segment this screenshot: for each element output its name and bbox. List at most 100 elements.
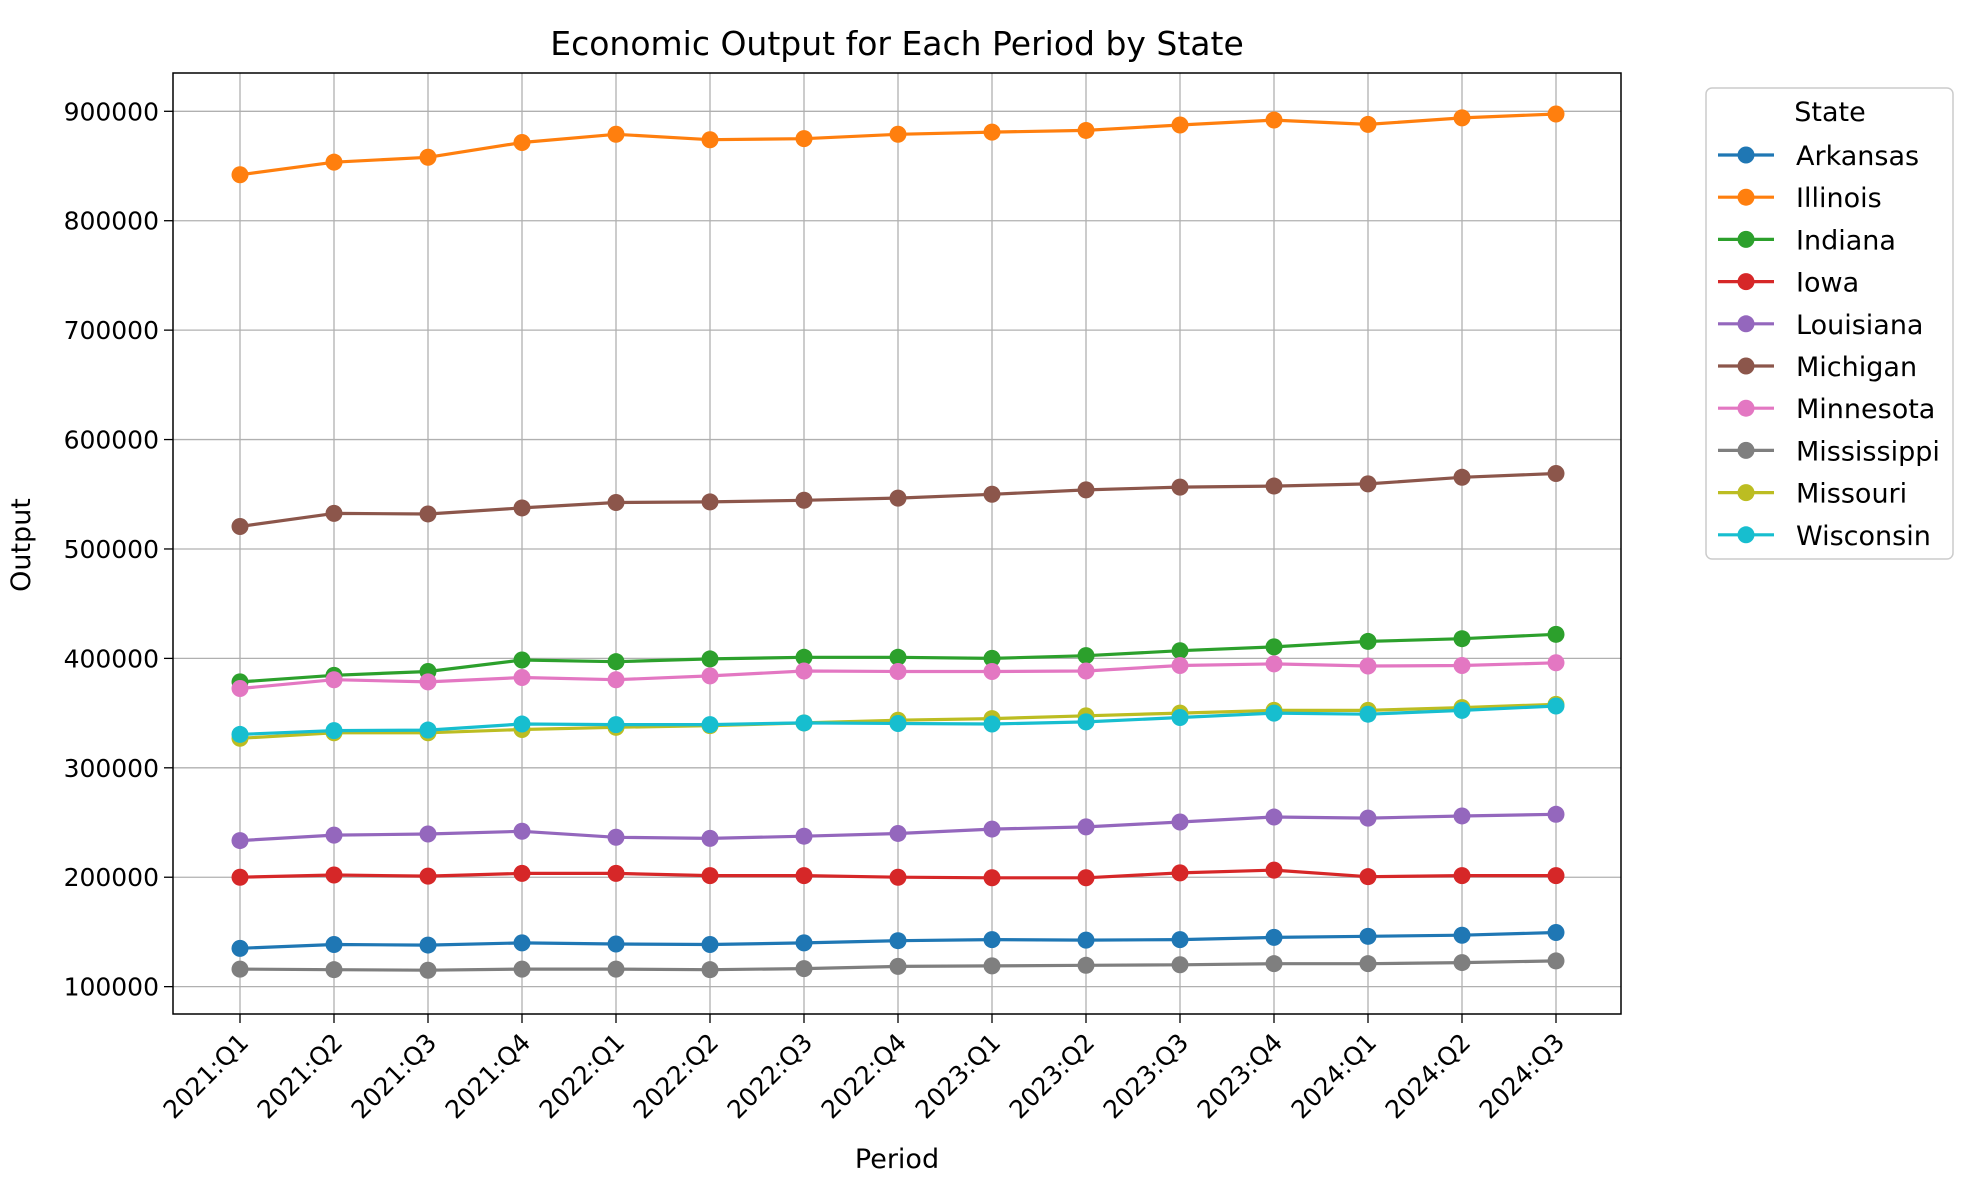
legend-item-mississippi: Mississippi (1718, 436, 1940, 467)
data-point-arkansas (795, 934, 813, 952)
data-point-louisiana (1265, 808, 1283, 826)
data-point-michigan (1453, 468, 1471, 486)
x-axis-ticks: 2021:Q12021:Q22021:Q32021:Q42022:Q12022:… (158, 1014, 1571, 1125)
data-point-wisconsin (795, 714, 813, 732)
data-point-iowa (1265, 861, 1283, 879)
data-point-indiana (607, 653, 625, 671)
data-point-michigan (889, 489, 907, 507)
data-point-mississippi (419, 961, 437, 979)
data-point-wisconsin (1265, 704, 1283, 722)
data-point-illinois (889, 125, 907, 143)
data-point-mississippi (607, 960, 625, 978)
data-point-louisiana (795, 827, 813, 845)
data-point-wisconsin (983, 715, 1001, 733)
data-point-michigan (795, 491, 813, 509)
data-point-michigan (1077, 481, 1095, 499)
data-point-louisiana (1077, 818, 1095, 836)
legend-label: Iowa (1796, 268, 1859, 299)
legend-item-iowa: Iowa (1718, 268, 1859, 299)
legend-item-arkansas: Arkansas (1718, 141, 1919, 172)
x-tick-label: 2021:Q4 (440, 1028, 537, 1125)
data-point-mississippi (889, 957, 907, 975)
series-indiana (231, 625, 1565, 691)
y-tick-label: 800000 (64, 207, 159, 236)
data-point-illinois (231, 166, 249, 184)
x-tick-label: 2023:Q3 (1098, 1028, 1195, 1125)
data-point-arkansas (325, 936, 343, 954)
data-point-wisconsin (231, 725, 249, 743)
data-point-iowa (701, 867, 719, 885)
y-tick-label: 600000 (64, 426, 159, 455)
data-point-iowa (1547, 867, 1565, 885)
data-point-iowa (1077, 869, 1095, 887)
data-point-wisconsin (607, 716, 625, 734)
data-point-illinois (795, 130, 813, 148)
x-tick-label: 2024:Q2 (1380, 1028, 1477, 1125)
data-point-illinois (701, 131, 719, 149)
data-point-michigan (419, 505, 437, 523)
legend-label: Missouri (1796, 479, 1907, 510)
legend-item-wisconsin: Wisconsin (1718, 521, 1931, 552)
data-point-illinois (983, 123, 1001, 141)
data-point-louisiana (325, 826, 343, 844)
legend-item-missouri: Missouri (1718, 479, 1907, 510)
data-point-iowa (513, 864, 531, 882)
legend-swatch-marker (1737, 188, 1755, 206)
x-tick-label: 2022:Q3 (722, 1028, 819, 1125)
legend-label: Louisiana (1796, 310, 1923, 341)
data-point-michigan (513, 499, 531, 517)
data-point-minnesota (889, 663, 907, 681)
y-tick-label: 200000 (64, 863, 159, 892)
data-point-louisiana (607, 828, 625, 846)
data-point-arkansas (1453, 926, 1471, 944)
data-point-indiana (1453, 630, 1471, 648)
data-point-iowa (325, 866, 343, 884)
data-point-minnesota (983, 663, 1001, 681)
data-point-mississippi (231, 960, 249, 978)
y-tick-label: 900000 (64, 97, 159, 126)
y-tick-label: 700000 (64, 316, 159, 345)
data-point-iowa (795, 867, 813, 885)
data-point-wisconsin (419, 721, 437, 739)
x-tick-label: 2022:Q4 (816, 1028, 913, 1125)
data-point-michigan (231, 518, 249, 536)
data-point-illinois (1547, 105, 1565, 123)
series-layer (231, 105, 1565, 979)
legend-item-louisiana: Louisiana (1718, 310, 1923, 341)
data-point-louisiana (983, 820, 1001, 838)
data-point-louisiana (419, 825, 437, 843)
data-point-illinois (1265, 111, 1283, 129)
series-iowa (231, 861, 1565, 887)
legend-swatch-marker (1737, 273, 1755, 291)
data-point-mississippi (1359, 955, 1377, 973)
data-point-louisiana (1359, 809, 1377, 827)
legend-items: Arkansas Illinois Indiana Iowa Louisiana Mich… (1718, 141, 1940, 552)
data-point-minnesota (607, 671, 625, 689)
x-tick-label: 2022:Q2 (628, 1028, 725, 1125)
data-point-wisconsin (513, 715, 531, 733)
legend-item-michigan: Michigan (1718, 352, 1917, 383)
y-tick-label: 100000 (64, 973, 159, 1002)
data-point-illinois (1171, 116, 1189, 134)
series-louisiana (231, 805, 1565, 850)
data-point-minnesota (1453, 657, 1471, 675)
data-point-arkansas (419, 936, 437, 954)
data-point-arkansas (1171, 931, 1189, 949)
data-point-arkansas (701, 936, 719, 954)
x-tick-label: 2024:Q1 (1286, 1028, 1383, 1125)
data-point-mississippi (1265, 955, 1283, 973)
data-point-arkansas (231, 939, 249, 957)
data-point-minnesota (325, 671, 343, 689)
data-point-minnesota (1077, 662, 1095, 680)
data-point-michigan (1171, 478, 1189, 496)
data-point-mississippi (701, 961, 719, 979)
data-point-arkansas (1077, 931, 1095, 949)
data-point-louisiana (231, 832, 249, 850)
x-tick-label: 2024:Q3 (1474, 1028, 1571, 1125)
series-mississippi (231, 952, 1565, 979)
x-tick-label: 2022:Q1 (534, 1028, 631, 1125)
legend-label: Wisconsin (1796, 521, 1931, 552)
data-point-illinois (1077, 121, 1095, 139)
series-minnesota (231, 654, 1565, 697)
